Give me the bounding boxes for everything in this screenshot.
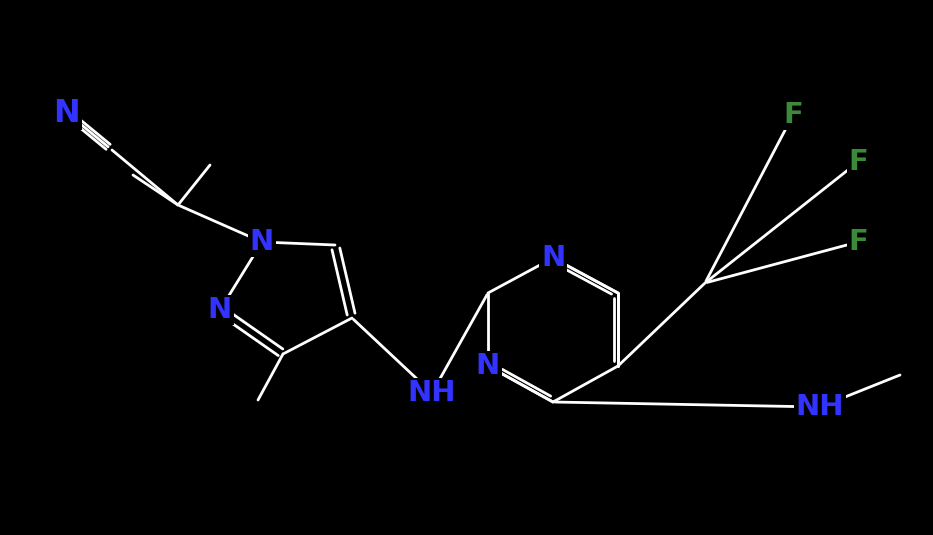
- Text: N: N: [208, 296, 232, 324]
- Text: F: F: [783, 101, 803, 129]
- Text: F: F: [848, 228, 868, 256]
- Text: F: F: [848, 148, 868, 176]
- Text: N: N: [476, 352, 500, 380]
- Text: NH: NH: [408, 379, 456, 407]
- Text: NH: NH: [796, 393, 844, 421]
- Text: N: N: [541, 244, 565, 272]
- Text: N: N: [53, 97, 80, 128]
- Text: N: N: [250, 228, 274, 256]
